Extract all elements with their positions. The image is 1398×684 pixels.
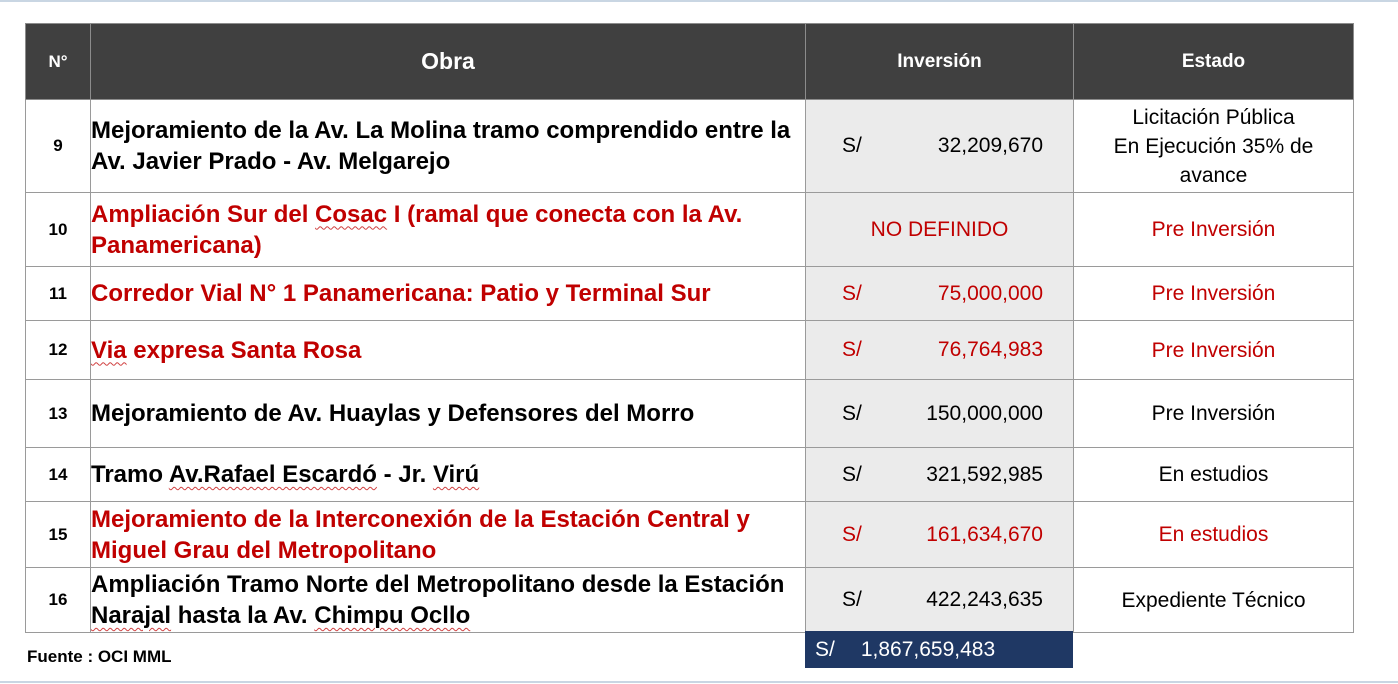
row-estado: Pre Inversión [1073, 320, 1354, 380]
amount: 321,592,985 [926, 462, 1043, 486]
amount: 76,764,983 [937, 338, 1043, 361]
row-estado: Expediente Técnico [1073, 567, 1354, 633]
row-num: 14 [25, 447, 91, 502]
table-row: 16 Ampliación Tramo Norte del Metropolit… [25, 567, 1354, 633]
row-num: 12 [25, 320, 91, 380]
estado-line: avance [1179, 163, 1248, 187]
obra-text: I (ramal que conecta con la Av. Panameri… [91, 200, 743, 259]
row-estado: Pre Inversión [1073, 379, 1354, 448]
row-inversion: S/161,634,670 [805, 501, 1074, 568]
row-obra: Mejoramiento de la Interconexión de la E… [90, 501, 806, 568]
currency: S/ [842, 401, 862, 425]
obra-text-misspelled: Av.Rafael Escardó [168, 461, 377, 488]
currency: S/ [842, 522, 862, 546]
row-obra: Mejoramiento de la Av. La Molina tramo c… [90, 99, 806, 193]
header-num: N° [25, 23, 91, 100]
header-obra: Obra [90, 23, 806, 100]
obra-text: Ampliación Sur del [91, 200, 316, 228]
row-inversion: S/422,243,635 [805, 567, 1074, 633]
header-inversion: Inversión [805, 23, 1074, 100]
table-row: 9 Mejoramiento de la Av. La Molina tramo… [25, 99, 1354, 193]
currency: S/ [842, 462, 862, 486]
row-estado: Pre Inversión [1073, 192, 1354, 267]
row-num: 15 [25, 501, 91, 568]
currency: S/ [842, 281, 862, 305]
table-header-row: N° Obra Inversión Estado [25, 23, 1354, 100]
bottom-border-line [0, 681, 1398, 683]
source-note: Fuente : OCI MML [27, 647, 172, 666]
row-inversion: S/321,592,985 [805, 447, 1074, 502]
table-row: 11 Corredor Vial N° 1 Panamericana: Pati… [25, 266, 1354, 321]
amount: 32,209,670 [937, 134, 1043, 157]
currency: S/ [842, 588, 862, 611]
row-inversion: S/76,764,983 [805, 320, 1074, 380]
obra-text: expresa Santa Rosa [126, 336, 362, 364]
header-estado: Estado [1073, 23, 1354, 100]
obra-text: hasta la Av. [171, 602, 315, 629]
row-num: 9 [25, 99, 91, 193]
row-estado: Pre Inversión [1073, 266, 1354, 321]
row-num: 16 [25, 567, 91, 633]
amount: 75,000,000 [937, 281, 1043, 305]
obra-text-misspelled: Via [91, 336, 127, 364]
row-inversion: S/150,000,000 [805, 379, 1074, 448]
table-row: 15 Mejoramiento de la Interconexión de l… [25, 501, 1354, 568]
total-currency: S/ [815, 637, 835, 661]
obra-text: Tramo [91, 461, 169, 488]
amount: 161,634,670 [926, 522, 1043, 546]
row-obra: Mejoramiento de Av. Huaylas y Defensores… [90, 379, 806, 448]
row-obra: Ampliación Tramo Norte del Metropolitano… [90, 567, 806, 633]
row-estado: En estudios [1073, 447, 1354, 502]
total-investment: S/ 1,867,659,483 [805, 631, 1073, 668]
obra-text-misspelled: Virú [432, 461, 480, 488]
obra-text: - Jr. [376, 461, 433, 488]
top-border-line [0, 0, 1398, 2]
estado-line: Licitación Pública [1132, 105, 1295, 129]
table-row: 14 Tramo Av.Rafael Escardó - Jr. Virú S/… [25, 447, 1354, 502]
row-num: 11 [25, 266, 91, 321]
amount: 150,000,000 [926, 401, 1043, 425]
row-estado: En estudios [1073, 501, 1354, 568]
obra-text-misspelled: Cosac [315, 200, 388, 228]
obra-text-misspelled: Chimpu Ocllo [314, 602, 471, 629]
obra-text: Ampliación Tramo Norte del Metropolitano… [91, 571, 785, 598]
amount: 422,243,635 [926, 588, 1043, 611]
obras-table: N° Obra Inversión Estado 9 Mejoramiento … [25, 23, 1354, 633]
currency: S/ [842, 134, 862, 157]
row-obra: Tramo Av.Rafael Escardó - Jr. Virú [90, 447, 806, 502]
currency: S/ [842, 338, 862, 361]
row-inversion: S/32,209,670 [805, 99, 1074, 193]
row-obra: Ampliación Sur del Cosac I (ramal que co… [90, 192, 806, 267]
row-num: 13 [25, 379, 91, 448]
row-estado: Licitación Pública En Ejecución 35% de a… [1073, 99, 1354, 193]
estado-line: En Ejecución 35% de [1113, 134, 1314, 158]
row-inversion: S/75,000,000 [805, 266, 1074, 321]
total-amount: 1,867,659,483 [860, 637, 996, 661]
row-obra: Via expresa Santa Rosa [90, 320, 806, 380]
obra-text-misspelled: Narajal [91, 602, 172, 629]
table-row: 13 Mejoramiento de Av. Huaylas y Defenso… [25, 379, 1354, 448]
row-inversion: NO DEFINIDO [805, 192, 1074, 267]
table-row: 10 Ampliación Sur del Cosac I (ramal que… [25, 192, 1354, 267]
row-obra: Corredor Vial N° 1 Panamericana: Patio y… [90, 266, 806, 321]
table-row: 12 Via expresa Santa Rosa S/76,764,983 P… [25, 320, 1354, 380]
row-num: 10 [25, 192, 91, 267]
